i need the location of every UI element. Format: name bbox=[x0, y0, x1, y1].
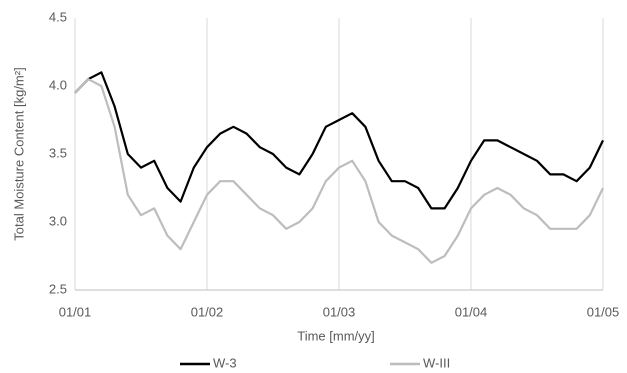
y-tick-label: 2.5 bbox=[49, 281, 67, 296]
x-tick-label: 01/01 bbox=[59, 304, 92, 319]
x-tick-label: 01/05 bbox=[587, 304, 620, 319]
series-line bbox=[74, 71, 604, 210]
y-tick-label: 3.0 bbox=[49, 213, 67, 228]
x-axis-label: Time [mm/yy] bbox=[297, 328, 375, 343]
legend-label: W-3 bbox=[213, 355, 237, 370]
x-tick-label: 01/02 bbox=[191, 304, 224, 319]
legend-label: W-III bbox=[423, 355, 450, 370]
y-axis-label: Total Moisture Content [kg/m²] bbox=[11, 67, 26, 240]
x-tick-label: 01/03 bbox=[323, 304, 356, 319]
y-tick-label: 4.5 bbox=[49, 9, 67, 24]
x-tick-label: 01/04 bbox=[455, 304, 488, 319]
y-tick-label: 4.0 bbox=[49, 77, 67, 92]
series-line bbox=[74, 78, 604, 264]
y-tick-label: 3.5 bbox=[49, 145, 67, 160]
